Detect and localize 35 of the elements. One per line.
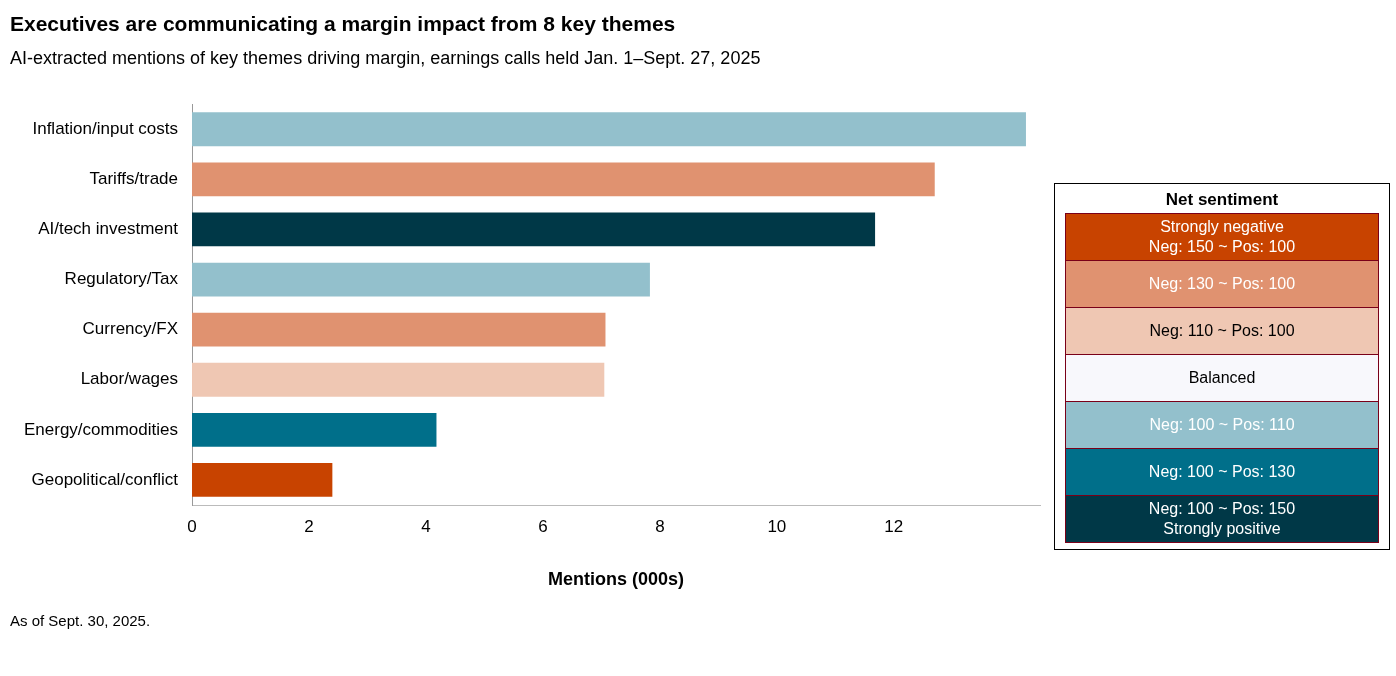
- bar: [192, 212, 876, 247]
- bar: [192, 162, 935, 197]
- text: Neg: 100 ~ Pos: 110: [1065, 401, 1379, 449]
- x-tick-label: 12: [884, 516, 904, 536]
- y-tick-label: Labor/wages: [80, 369, 178, 389]
- text: Balanced: [1065, 354, 1379, 402]
- chart-subtitle: AI-extracted mentions of key themes driving margin, earnings calls held Jan. 1–Sept. 27, 2025: [10, 48, 761, 69]
- x-axis-title: Mentions (000s): [547, 569, 685, 590]
- bar: [192, 362, 605, 397]
- text: As of Sept. 30, 2025.: [10, 612, 151, 629]
- x-tick-label: 4: [421, 516, 431, 536]
- bar: [192, 463, 333, 497]
- x-tick-label: 2: [304, 516, 314, 536]
- text: Neg: 130 ~ Pos: 100: [1065, 260, 1379, 308]
- bar: [192, 262, 650, 297]
- bar: [192, 412, 437, 447]
- x-tick-label: 10: [767, 516, 787, 536]
- text: Neg: 100 ~ Pos: 130: [1065, 448, 1379, 496]
- y-tick-label: Tariffs/trade: [89, 169, 178, 189]
- y-tick-label: Geopolitical/conflict: [31, 469, 179, 489]
- y-tick-label: Energy/commodities: [23, 419, 178, 439]
- text: Neg: 100 ~ Pos: 150 Strongly positive: [1065, 495, 1379, 543]
- x-tick-label: 0: [187, 516, 197, 536]
- y-tick-label: Inflation/input costs: [32, 118, 178, 138]
- chart-title: Executives are communicating a margin impact from 8 key themes: [10, 12, 676, 36]
- text: Neg: 110 ~ Pos: 100: [1065, 307, 1379, 355]
- bar: [192, 312, 606, 347]
- x-tick-label: 6: [538, 516, 548, 536]
- y-tick-label: Regulatory/Tax: [64, 269, 179, 289]
- y-tick-label: AI/tech investment: [38, 219, 179, 239]
- y-tick-label: Currency/FX: [82, 319, 178, 339]
- x-tick-label: 8: [655, 516, 665, 536]
- text: Strongly negative Neg: 150 ~ Pos: 100: [1065, 213, 1379, 261]
- bar: [192, 112, 1026, 147]
- legend-title: Net sentiment: [1164, 190, 1280, 210]
